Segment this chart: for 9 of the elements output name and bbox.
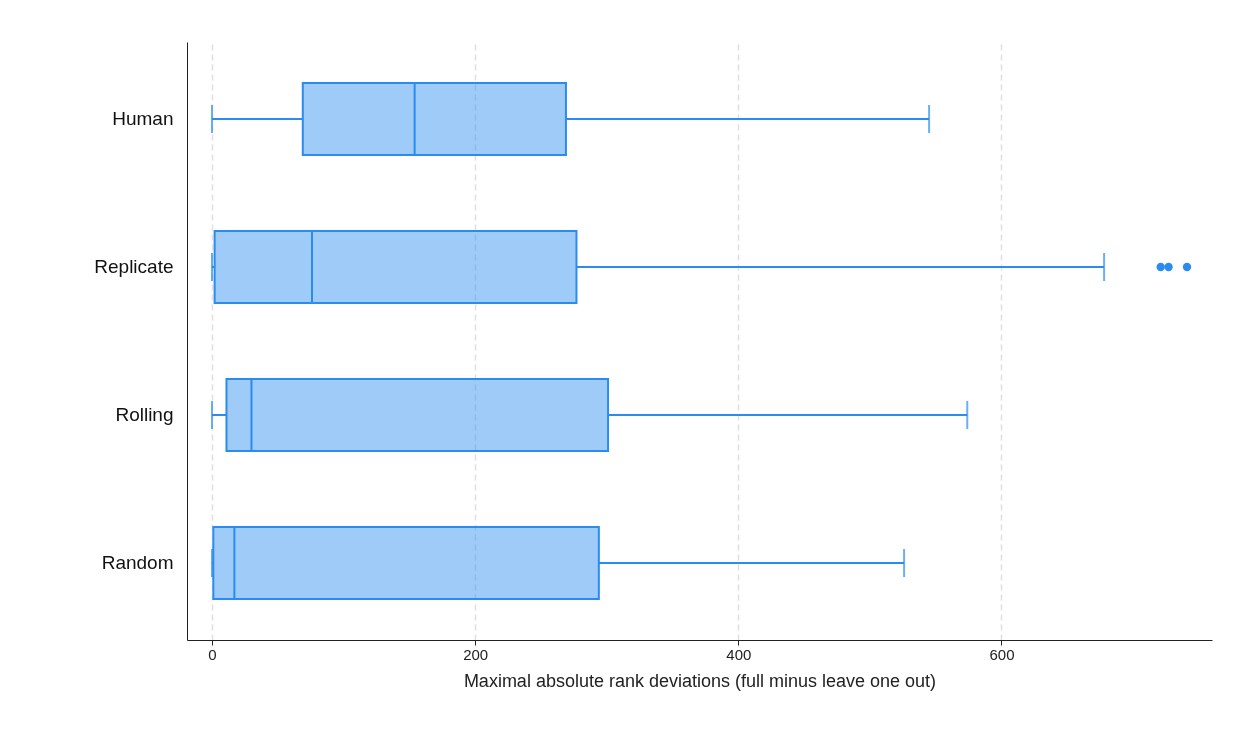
y-tick-label: Rolling (115, 404, 174, 426)
x-tick-label: 0 (208, 645, 217, 663)
y-tick-label: Human (112, 107, 174, 129)
x-tick-label: 200 (463, 645, 489, 663)
y-tick-label: Replicate (94, 255, 174, 277)
y-tick-label: Random (101, 552, 174, 574)
x-axis-title: Maximal absolute rank deviations (full minus leave one out) (463, 670, 937, 691)
x-tick-label: 600 (989, 645, 1015, 663)
x-tick-label: 400 (726, 645, 752, 663)
